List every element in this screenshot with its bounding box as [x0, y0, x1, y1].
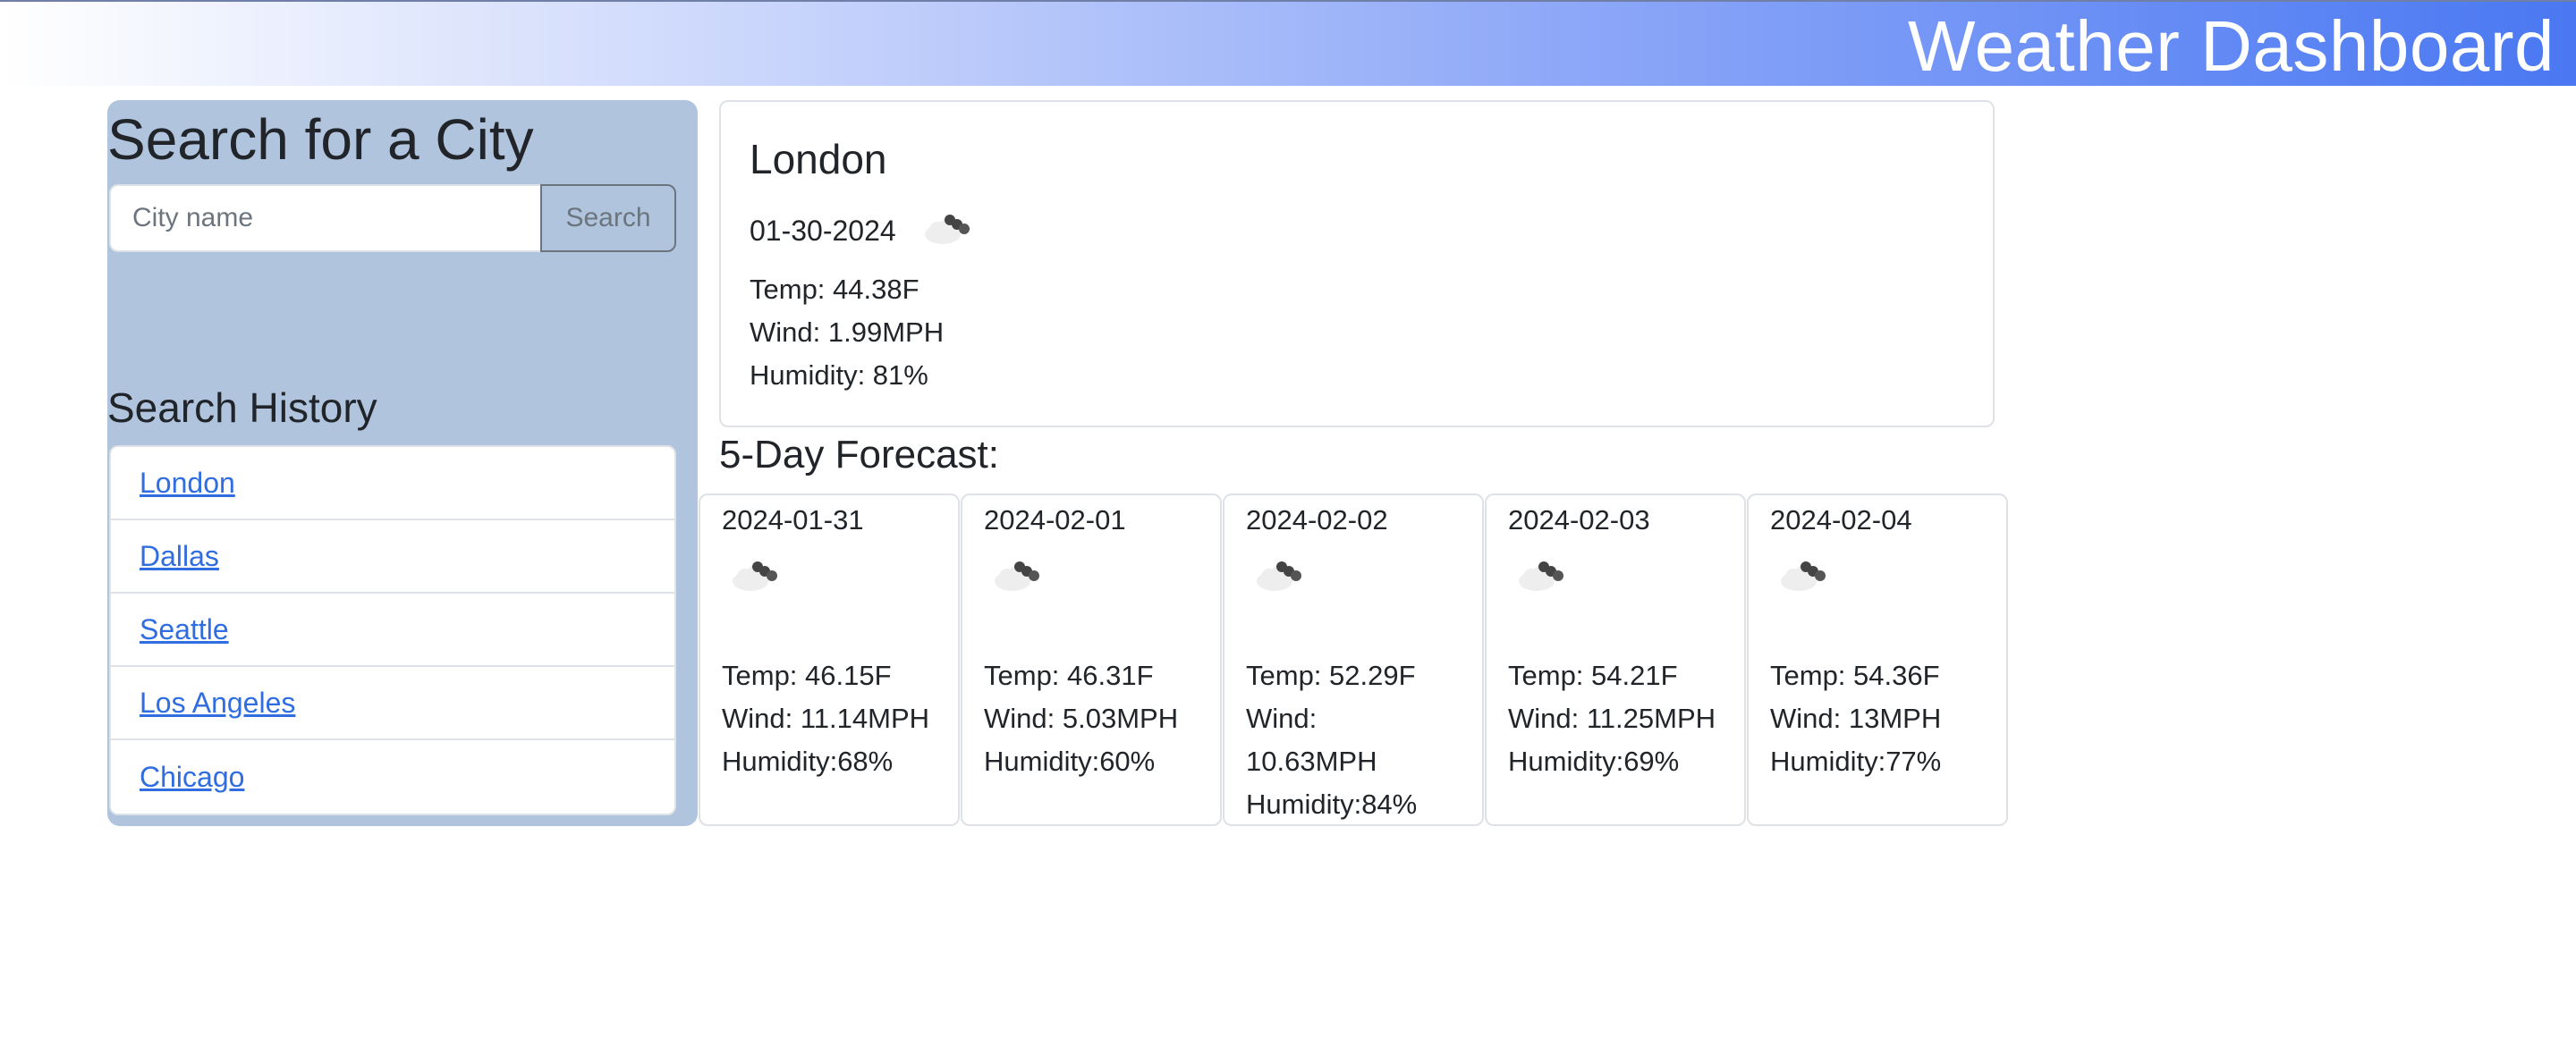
forecast-humidity: Humidity:68% — [722, 746, 894, 777]
forecast-date: 2024-02-04 — [1770, 504, 1912, 536]
search-history-heading: Search History — [107, 384, 377, 431]
forecast-temp: Temp: 54.36F — [1770, 660, 1940, 691]
history-item: Los Angeles — [111, 667, 674, 740]
history-link-los-angeles[interactable]: Los Angeles — [140, 686, 296, 719]
forecast-wind: Wind: 5.03MPH — [984, 703, 1179, 734]
search-group: Search — [109, 184, 694, 252]
city-search-input[interactable] — [109, 184, 541, 252]
forecast-card: 2024-02-01 Temp: 46.31F Wind: 5.03MPH Hu… — [961, 493, 1222, 826]
search-heading: Search for a City — [107, 107, 534, 172]
broken-clouds-icon — [733, 561, 777, 591]
forecast-temp: Temp: 54.21F — [1508, 660, 1678, 691]
forecast-humidity: Humidity:69% — [1508, 746, 1680, 777]
history-item: Dallas — [111, 520, 674, 594]
current-date: 01-30-2024 — [750, 215, 896, 247]
forecast-wind: Wind: 10.63MPH — [1246, 703, 1377, 777]
broken-clouds-icon — [925, 215, 970, 244]
current-weather-card: London 01-30-2024 Temp: 44.38F Wind: 1.9… — [719, 100, 1995, 427]
forecast-humidity: Humidity:77% — [1770, 746, 1942, 777]
history-link-dallas[interactable]: Dallas — [140, 539, 219, 572]
current-city-name: London — [750, 136, 887, 182]
search-history-list: London Dallas Seattle Los Angeles Chicag… — [109, 445, 676, 815]
forecast-wind: Wind: 11.14MPH — [722, 703, 930, 734]
broken-clouds-icon — [1257, 561, 1301, 591]
page-header: Weather Dashboard — [0, 0, 2576, 86]
forecast-card: 2024-02-02 Temp: 52.29F Wind: 10.63MPH H… — [1223, 493, 1484, 826]
broken-clouds-icon — [1519, 561, 1563, 591]
forecast-wind: Wind: 11.25MPH — [1508, 703, 1716, 734]
forecast-wind: Wind: 13MPH — [1770, 703, 1942, 734]
forecast-card: 2024-02-03 Temp: 54.21F Wind: 11.25MPH H… — [1485, 493, 1746, 826]
forecast-temp: Temp: 46.15F — [722, 660, 892, 691]
broken-clouds-icon — [1781, 561, 1826, 591]
forecast-humidity: Humidity:60% — [984, 746, 1156, 777]
forecast-date: 2024-02-01 — [984, 504, 1126, 536]
forecast-heading: 5-Day Forecast: — [719, 433, 999, 477]
broken-clouds-icon — [995, 561, 1039, 591]
forecast-temp: Temp: 52.29F — [1246, 660, 1416, 691]
history-link-seattle[interactable]: Seattle — [140, 612, 229, 645]
history-item: Chicago — [111, 740, 674, 814]
history-link-chicago[interactable]: Chicago — [140, 760, 245, 793]
history-item: London — [111, 447, 674, 520]
search-button[interactable]: Search — [540, 184, 676, 252]
forecast-temp: Temp: 46.31F — [984, 660, 1154, 691]
page-title: Weather Dashboard — [1908, 6, 2555, 86]
forecast-card: 2024-02-04 Temp: 54.36F Wind: 13MPH Humi… — [1747, 493, 2008, 826]
current-humidity: Humidity: 81% — [750, 359, 928, 391]
current-wind: Wind: 1.99MPH — [750, 316, 945, 348]
search-sidebar: Search for a City Search Search History … — [107, 100, 698, 826]
forecast-humidity: Humidity:84% — [1246, 789, 1418, 820]
forecast-card: 2024-01-31 Temp: 46.15F Wind: 11.14MPH H… — [699, 493, 960, 826]
history-item: Seattle — [111, 594, 674, 667]
current-temp: Temp: 44.38F — [750, 274, 919, 305]
history-link-london[interactable]: London — [140, 466, 235, 499]
forecast-date: 2024-01-31 — [722, 504, 864, 536]
forecast-date: 2024-02-02 — [1246, 504, 1388, 536]
forecast-date: 2024-02-03 — [1508, 504, 1650, 536]
